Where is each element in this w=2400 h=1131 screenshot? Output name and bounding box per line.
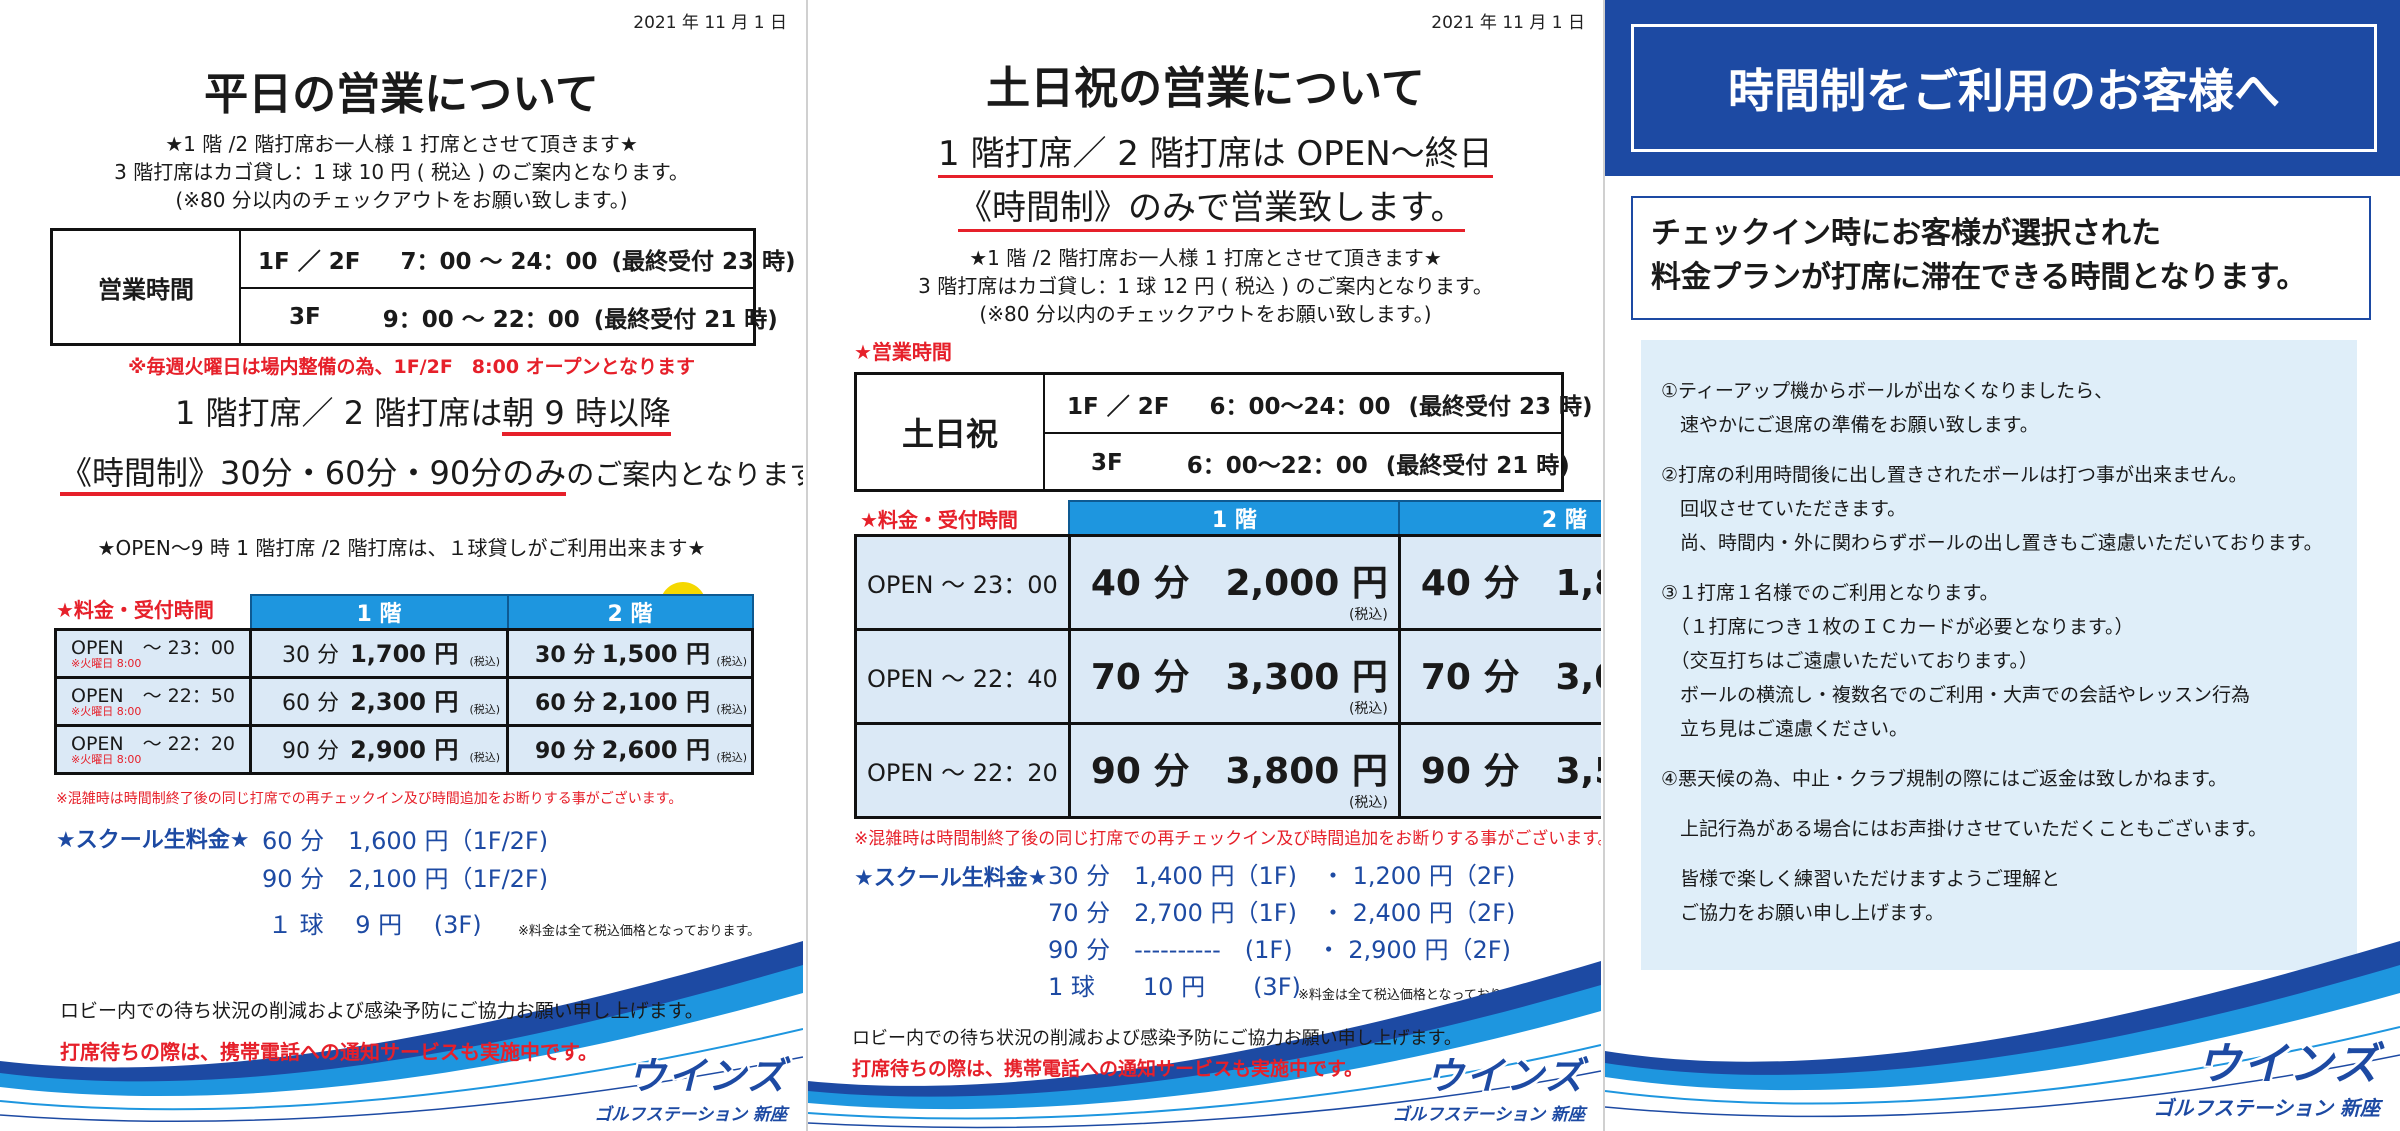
lobby-note: ロビー内での待ち状況の削減および感染予防にご協力お願い申し上げます。 xyxy=(852,1028,1462,1049)
price-label: ★料金・受付時間 xyxy=(56,598,214,622)
maintenance-note: ※毎週火曜日は場内整備の為、1F/2F 8:00 オープンとなります xyxy=(128,356,695,378)
checkin-note: チェックイン時にお客様が選択された 料金プランが打席に滞在できる時間となります。 xyxy=(1631,196,2371,320)
winds-logo: ウインズ ゴルフステーション 新座 xyxy=(1392,1054,1585,1125)
notify-note: 打席待ちの際は、携帯電話への通知サービスも実施中です。 xyxy=(852,1058,1364,1080)
hours-row: 3F 9：00 ～ 22：00 (最終受付 21 時) xyxy=(289,304,778,333)
hours-row: 1F ／ 2F 7：00 ～ 24：00 (最終受付 23 時) xyxy=(258,249,796,275)
crowd-note: ※混雑時は時間制終了後の同じ打席での再チェックイン及び時間追加をお断りする事がご… xyxy=(56,791,683,807)
issue-date: 2021 年 11 月 1 日 xyxy=(1431,13,1585,33)
wave-decoration xyxy=(808,961,1601,1131)
winds-logo: ウインズ ゴルフステーション 新座 xyxy=(594,1054,787,1125)
table-row: OPEN ～ 22：50 ※火曜日 8:00 60 分 2,300 円 (税込) 60… xyxy=(53,676,754,727)
crowd-note: ※混雑時は時間制終了後の同じ打席での再チェックイン及び時間追加をお断りする事がご… xyxy=(854,829,1601,849)
weekend-panel: 2021 年 11 月 1 日 土日祝の営業について 1 階打席／ 2 階打席は… xyxy=(806,0,1601,1131)
page-title: 時間制をご利用のお客様へ xyxy=(1631,24,2377,152)
intro-text: ★1 階 /2 階打席お一人様 1 打席とさせて頂きます★ 3 階打席はカゴ貸し… xyxy=(918,246,1493,326)
rules-list: ①ティーアップ機からボールが出なくなりましたら、 速やかにご退席の準備をお願い致… xyxy=(1641,340,2357,970)
col-1f: 1 階 xyxy=(249,594,509,631)
wave-decoration xyxy=(0,941,803,1131)
school-label: ★スクール生料金★ xyxy=(56,828,250,853)
winds-logo: ウインズ ゴルフステーション 新座 xyxy=(2153,1039,2380,1120)
time-system-line1: 1 階打席／ 2 階打席は朝 9 時以降 xyxy=(175,388,671,436)
school-label: ★スクール生料金★ xyxy=(854,866,1048,891)
intro-text: ★1 階 /2 階打席お一人様 1 打席とさせて頂きます★ 3 階打席はカゴ貸し… xyxy=(114,132,689,212)
hours-table: 土日祝 1F ／ 2F 6：00～24：00 (最終受付 23 時) 3F 6：… xyxy=(854,372,1593,492)
table-row: OPEN ～ 23：00 40 分 2,000 円(税込) 40 分 1,800… xyxy=(854,534,1601,631)
issue-date: 2021 年 11 月 1 日 xyxy=(633,13,787,33)
time-system-line2: 《時間制》30分・60分・90分のみのご案内となります。 xyxy=(60,448,803,496)
tax-note: ※料金は全て税込価格となっております。 xyxy=(518,924,761,939)
table-row: OPEN ～ 22：40 70 分 3,300 円(税込) 70 分 3,000… xyxy=(854,628,1601,725)
hours-table: 営業時間 1F ／ 2F 7：00 ～ 24：00 (最終受付 23 時) 3F… xyxy=(50,228,796,346)
morning-note: ★OPEN～9 時 1 階打席 /2 階打席は、１球貸しがご利用出来ます★ xyxy=(97,536,706,560)
headline-1: 1 階打席／ 2 階打席は OPEN～終日 xyxy=(938,126,1493,178)
price-table: 1 階 2 階 OPEN ～ 23：00 ※火曜日 8:00 30 分 1,700 … xyxy=(53,594,754,775)
col-2f: 2 階 xyxy=(506,594,754,631)
timesystem-panel: 時間制をご利用のお客様へ チェックイン時にお客様が選択された 料金プランが打席に… xyxy=(1603,0,2400,1131)
headline-2: 《時間制》のみで営業致します。 xyxy=(958,180,1465,232)
wave-decoration xyxy=(1605,941,2400,1131)
table-row: OPEN ～ 23：00 ※火曜日 8:00 30 分 1,700 円 (税込) 30… xyxy=(53,628,754,679)
notify-note: 打席待ちの際は、携帯電話への通知サービスも実施中です。 xyxy=(60,1040,598,1064)
col-1f: 1 階 xyxy=(1068,500,1401,537)
school-prices: 30 分 1,400 円（1F) ・ 1,200 円（2F) 70 分 2,70… xyxy=(1048,862,1516,1001)
table-row: OPEN ～ 22：20 ※火曜日 8:00 90 分 2,900 円 (税込) 90… xyxy=(53,724,754,775)
table-row: OPEN ～ 22：20 90 分 3,800 円(税込) 90 分 3,500… xyxy=(854,722,1601,819)
page-title: 土日祝の営業について xyxy=(986,63,1425,114)
price-label: ★料金・受付時間 xyxy=(860,508,1018,532)
hours-label: ★営業時間 xyxy=(854,340,952,364)
lobby-note: ロビー内での待ち状況の削減および感染予防にご協力お願い申し上げます。 xyxy=(60,1000,704,1022)
hours-row: 1F ／ 2F 6：00～24：00 (最終受付 23 時) xyxy=(1067,393,1593,420)
hours-label: 営業時間 xyxy=(53,231,241,343)
school-prices: 60 分 1,600 円（1F/2F) 90 分 2,100 円（1F/2F) … xyxy=(262,827,549,939)
col-2f: 2 階 xyxy=(1398,500,1601,537)
weekday-panel: 2021 年 11 月 1 日 平日の営業について ★1 階 /2 階打席お一人… xyxy=(0,0,803,1131)
weekend-label: 土日祝 xyxy=(857,375,1045,489)
price-table: 1 階 2 階 OPEN ～ 23：00 40 分 2,000 円 (税込) 40… xyxy=(854,500,1601,819)
page-title: 平日の営業について xyxy=(204,69,599,120)
hours-row: 3F 6：00～22：00 (最終受付 21 時) xyxy=(1091,449,1570,479)
